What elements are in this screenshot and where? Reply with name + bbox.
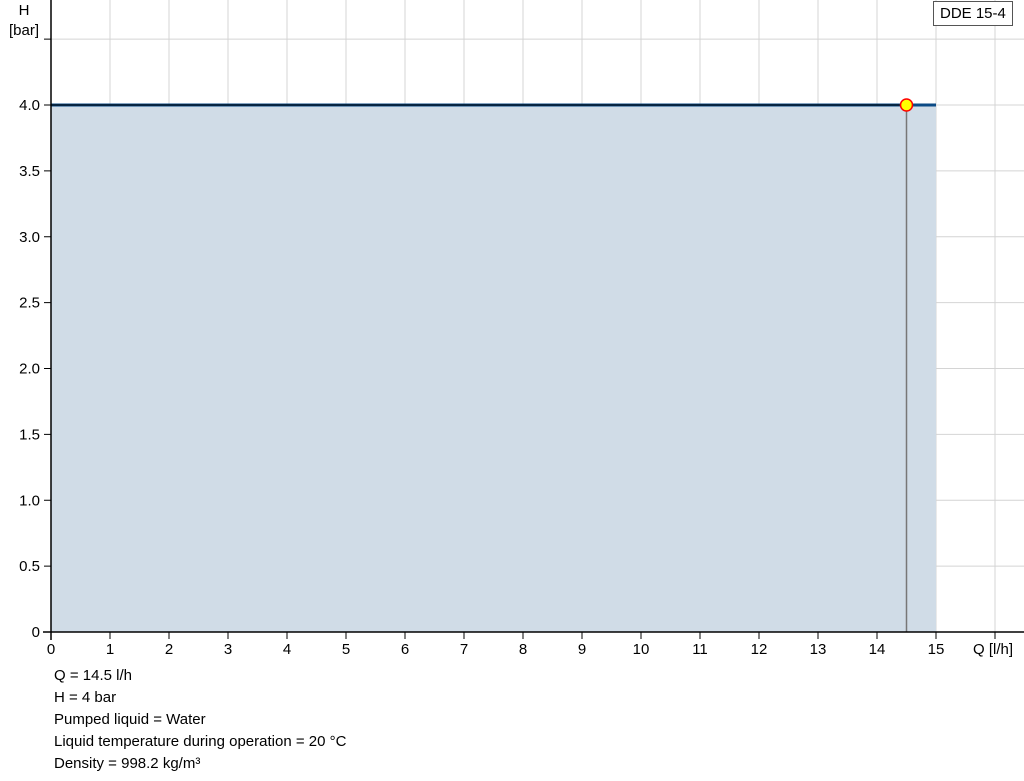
y-tick-label: 0 [32,624,40,641]
legend-series-label: DDE 15-4 [933,1,1013,26]
operating-point-marker [899,98,914,112]
x-tick-label: 3 [224,641,232,658]
x-axis-label: Q [l/h] [973,641,1013,658]
y-tick-label: 4.0 [19,97,40,114]
x-tick-label: 7 [460,641,468,658]
info-flow: Q = 14.5 l/h [54,667,132,684]
operating-info: Q = 14.5 l/h H = 4 bar Pumped liquid = W… [54,665,346,775]
y-tick-label: 2.5 [19,295,40,312]
y-axis-label: H [19,2,30,19]
x-tick-label: 6 [401,641,409,658]
y-axis-unit: [bar] [9,22,39,39]
series-area [51,105,936,632]
x-tick-label: 4 [283,641,291,658]
y-tick-label: 0.5 [19,558,40,575]
x-tick-label: 9 [578,641,586,658]
y-tick-label: 1.5 [19,426,40,443]
info-temperature: Liquid temperature during operation = 20… [54,733,347,750]
info-liquid: Pumped liquid = Water [54,711,206,728]
x-tick-label: 2 [165,641,173,658]
x-tick-label: 8 [519,641,527,658]
x-tick-label: 1 [106,641,114,658]
x-tick-label: 12 [751,641,768,658]
x-tick-label: 10 [633,641,650,658]
x-tick-label: 0 [47,641,55,658]
x-tick-label: 14 [869,641,886,658]
y-tick-label: 2.0 [19,361,40,378]
y-tick-label: 1.0 [19,492,40,509]
info-head: H = 4 bar [54,689,117,706]
info-density: Density = 998.2 kg/m³ [54,755,201,772]
y-tick-label: 3.5 [19,163,40,180]
x-tick-label: 5 [342,641,350,658]
x-tick-label: 15 [928,641,945,658]
y-tick-label: 3.0 [19,229,40,246]
x-tick-label: 11 [692,641,708,658]
x-tick-label: 13 [810,641,827,658]
